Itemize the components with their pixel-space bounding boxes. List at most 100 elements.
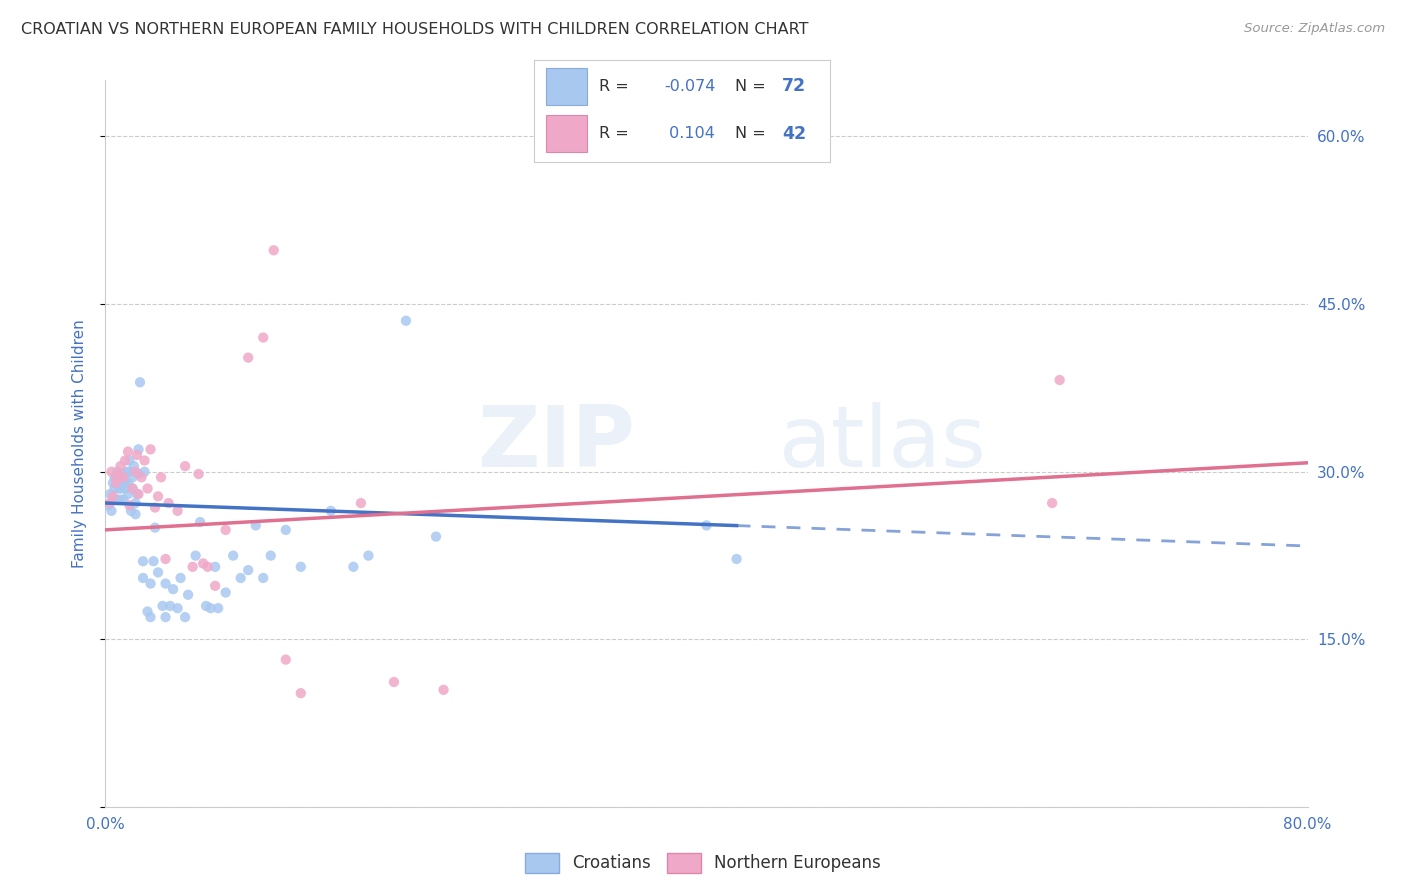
Point xyxy=(132,571,155,585)
Point xyxy=(117,487,139,501)
Point xyxy=(101,475,124,490)
Point xyxy=(432,682,454,697)
Point xyxy=(121,482,143,496)
Point xyxy=(97,498,120,512)
Point xyxy=(143,521,166,535)
Point xyxy=(174,610,197,624)
Point xyxy=(114,453,136,467)
Point xyxy=(395,314,418,328)
Point xyxy=(118,498,141,512)
Text: R =: R = xyxy=(599,78,628,94)
FancyBboxPatch shape xyxy=(546,115,588,152)
Point xyxy=(214,523,236,537)
Point xyxy=(222,549,245,563)
Point xyxy=(146,566,169,580)
Point xyxy=(110,482,132,496)
Point xyxy=(100,465,122,479)
Point xyxy=(174,459,197,474)
Point xyxy=(184,549,207,563)
Point xyxy=(107,492,129,507)
Point xyxy=(188,515,211,529)
Point xyxy=(111,467,134,481)
Point xyxy=(98,487,121,501)
Point xyxy=(112,474,135,488)
Point xyxy=(131,470,153,484)
Point xyxy=(115,465,138,479)
Legend: Croatians, Northern Europeans: Croatians, Northern Europeans xyxy=(519,847,887,880)
Point xyxy=(108,467,131,481)
Point xyxy=(132,554,155,568)
Point xyxy=(214,585,236,599)
Point xyxy=(118,465,141,479)
Point xyxy=(169,571,191,585)
Point xyxy=(136,482,159,496)
Point xyxy=(263,244,285,258)
Point xyxy=(124,507,146,521)
Text: ZIP: ZIP xyxy=(477,402,634,485)
Point xyxy=(290,686,312,700)
Point xyxy=(150,470,173,484)
Point xyxy=(114,482,136,496)
Text: -0.074: -0.074 xyxy=(664,78,716,94)
Point xyxy=(104,470,127,484)
Point xyxy=(124,496,146,510)
Text: Source: ZipAtlas.com: Source: ZipAtlas.com xyxy=(1244,22,1385,36)
Point xyxy=(125,448,148,462)
Point xyxy=(128,442,150,457)
Point xyxy=(260,549,283,563)
Point xyxy=(197,559,219,574)
Point xyxy=(1049,373,1071,387)
Point xyxy=(157,496,180,510)
Text: 0.104: 0.104 xyxy=(664,126,716,141)
Point xyxy=(342,559,364,574)
Point xyxy=(195,599,218,613)
Point xyxy=(200,601,222,615)
Point xyxy=(128,467,150,481)
Point xyxy=(110,459,132,474)
Point xyxy=(134,453,156,467)
Point xyxy=(166,601,188,615)
Y-axis label: Family Households with Children: Family Households with Children xyxy=(72,319,87,568)
Point xyxy=(124,465,146,479)
Point xyxy=(252,330,274,344)
Point xyxy=(136,605,159,619)
Point xyxy=(177,588,200,602)
Text: 42: 42 xyxy=(782,125,807,143)
Point xyxy=(121,470,143,484)
Point xyxy=(1040,496,1063,510)
Point xyxy=(110,492,132,507)
Point xyxy=(128,487,150,501)
Point xyxy=(155,610,177,624)
Point xyxy=(229,571,252,585)
Text: atlas: atlas xyxy=(779,402,987,485)
Point xyxy=(146,489,169,503)
FancyBboxPatch shape xyxy=(546,68,588,105)
Point xyxy=(162,582,184,597)
Text: R =: R = xyxy=(599,126,628,141)
Point xyxy=(207,601,229,615)
Point xyxy=(382,675,405,690)
Point xyxy=(204,579,226,593)
Point xyxy=(238,563,260,577)
Point xyxy=(117,475,139,490)
Point xyxy=(100,504,122,518)
Point xyxy=(108,482,131,496)
Point xyxy=(117,444,139,458)
Point xyxy=(129,376,152,390)
Point xyxy=(319,504,342,518)
Point xyxy=(143,500,166,515)
Point xyxy=(112,492,135,507)
Point xyxy=(425,530,447,544)
Point xyxy=(114,475,136,490)
Point xyxy=(155,576,177,591)
Point xyxy=(696,518,718,533)
Point xyxy=(725,552,748,566)
Point xyxy=(187,467,209,481)
Point xyxy=(290,559,312,574)
Point xyxy=(204,559,226,574)
Point xyxy=(103,470,125,484)
Point xyxy=(139,610,162,624)
Point xyxy=(139,576,162,591)
Point xyxy=(155,552,177,566)
Point xyxy=(152,599,174,613)
